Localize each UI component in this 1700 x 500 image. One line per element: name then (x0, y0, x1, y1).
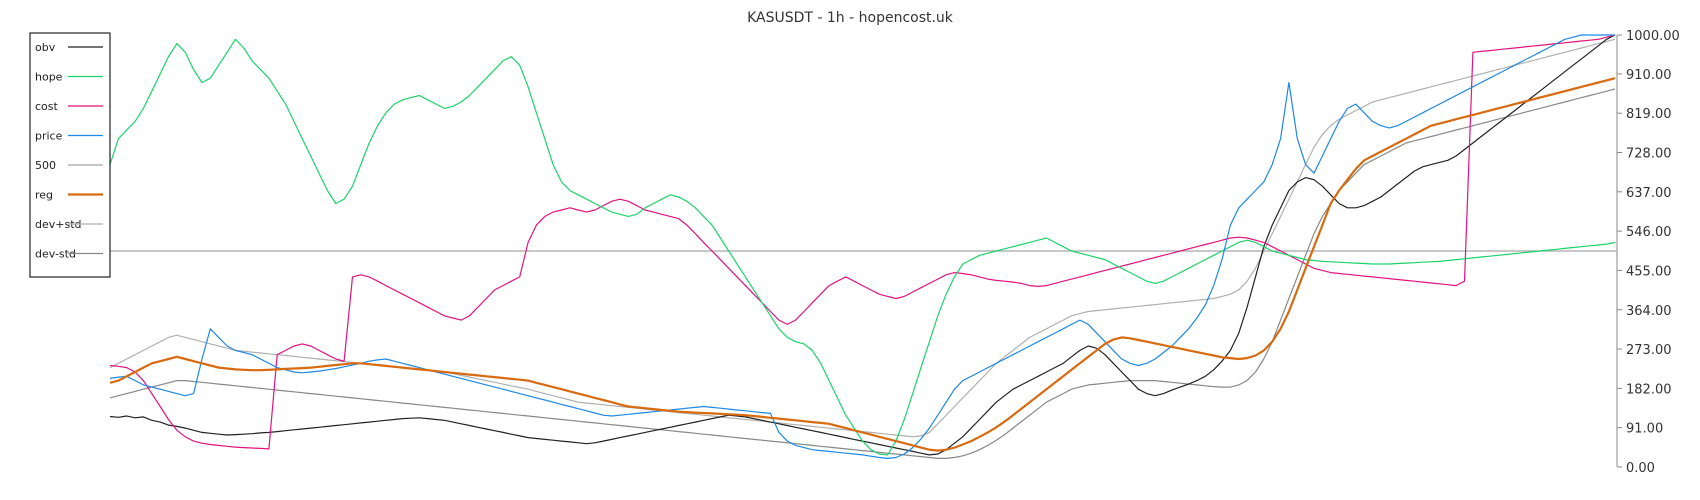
y-tick-label: 182.00 (1626, 382, 1672, 397)
legend-label: dev-std (35, 248, 76, 261)
y-tick-label: 455.00 (1626, 264, 1672, 279)
y-tick-label: 91.00 (1626, 422, 1663, 437)
legend-label: hope (35, 71, 63, 84)
legend-label: dev+std (35, 218, 82, 231)
y-tick-label: 819.00 (1626, 107, 1672, 122)
legend-label: price (35, 130, 63, 143)
series-layer (109, 34, 1616, 459)
series-line-devplusstd (109, 38, 1616, 438)
legend: obv hope cost price 500 reg dev+std dev-std (29, 32, 111, 278)
y-tick-label: 910.00 (1626, 68, 1672, 83)
y-tick-label: 1000.00 (1626, 29, 1680, 44)
series-line-reg (109, 77, 1616, 452)
legend-label: cost (35, 100, 59, 113)
chart-title: KASUSDT - 1h - hopencost.uk (747, 10, 953, 26)
series-line-cost (109, 34, 1616, 450)
y-tick-label: 637.00 (1626, 186, 1672, 201)
y-tick-label: 546.00 (1626, 225, 1672, 240)
y-tick-label: 0.00 (1626, 461, 1655, 476)
axis-layer: 0.00 91.00 182.00 273.00 364.00 455.00 546.00 6… (30, 29, 1680, 476)
legend-label: 500 (35, 159, 56, 172)
series-line-price (109, 34, 1615, 459)
legend-label: obv (35, 41, 56, 54)
legend-label: reg (35, 189, 53, 202)
series-line-hope (109, 38, 1616, 456)
y-tick-label: 364.00 (1626, 304, 1672, 319)
y-tick-label: 273.00 (1626, 343, 1672, 358)
legend-box (29, 32, 111, 278)
y-tick-label: 728.00 (1626, 147, 1672, 162)
series-line-devminusstd (109, 88, 1616, 459)
